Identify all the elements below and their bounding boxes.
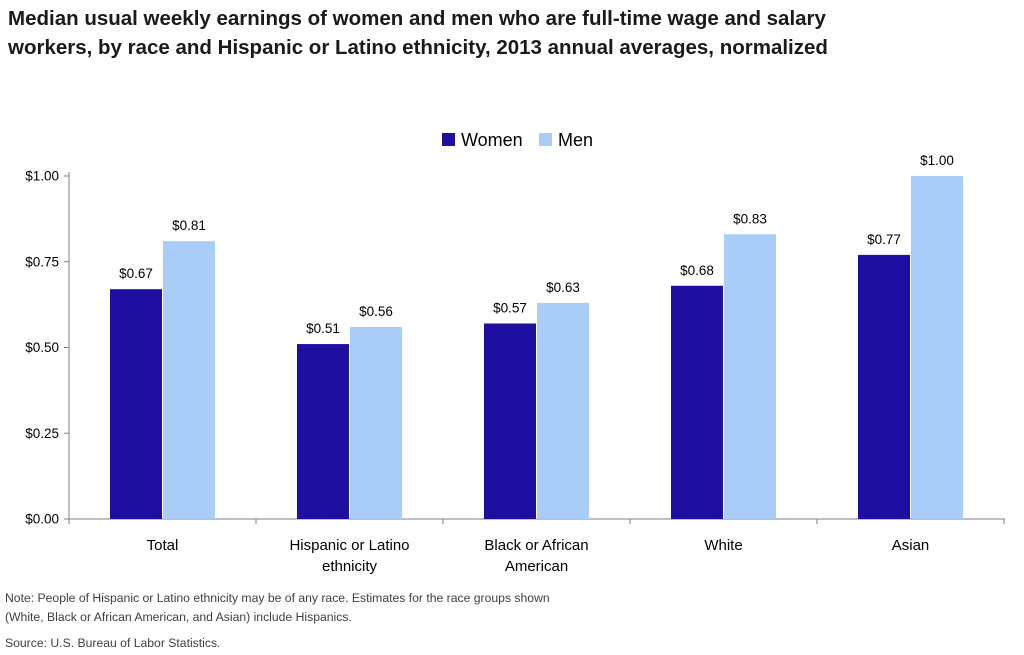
x-tick-label: White [704,537,742,554]
bar-women [110,289,162,519]
bar-men [163,241,215,520]
data-label: $0.57 [493,300,527,315]
chart-note: Note: People of Hispanic or Latino ethni… [5,589,550,627]
bar-women [858,254,910,519]
data-label: $0.83 [733,211,767,226]
data-label: $0.68 [680,263,714,278]
x-tick-label: ethnicity [322,558,378,575]
y-tick-label: $0.00 [25,512,59,527]
legend-label-men: Men [558,130,593,150]
bar-men [911,176,963,519]
bar-men [537,302,589,519]
x-tick-label: American [505,558,568,575]
y-tick-label: $1.00 [25,169,59,184]
chart-title-line-2: workers, by race and Hispanic or Latino … [8,36,828,59]
x-tick-label: Hispanic or Latino [289,537,409,554]
bar-women [297,344,349,519]
bar-men [350,326,402,519]
data-label: $1.00 [920,153,954,168]
x-tick-label: Black or African [484,537,588,554]
legend-swatch-men [539,133,552,146]
chart-title-line-1: Median usual weekly earnings of women an… [8,7,826,30]
data-label: $0.77 [867,232,901,247]
data-label: $0.56 [359,304,393,319]
legend-label-women: Women [461,130,523,150]
y-tick-label: $0.75 [25,254,59,269]
data-label: $0.51 [306,321,340,336]
bar-women [671,285,723,519]
x-tick-label: Total [147,537,179,554]
chart-note-line-2: (White, Black or African American, and A… [5,610,352,624]
data-label: $0.81 [172,218,206,233]
legend-swatch-women [442,133,455,146]
bar-women [484,323,536,519]
y-tick-label: $0.50 [25,340,59,355]
data-label: $0.67 [119,266,153,281]
data-label: $0.63 [546,280,580,295]
chart-note-line-1: Note: People of Hispanic or Latino ethni… [5,591,550,605]
x-tick-label: Asian [892,537,930,554]
chart-title: Median usual weekly earnings of women an… [8,4,1008,62]
y-tick-label: $0.25 [25,426,59,441]
bar-men [724,234,776,519]
chart-source: Source: U.S. Bureau of Labor Statistics. [5,636,221,650]
